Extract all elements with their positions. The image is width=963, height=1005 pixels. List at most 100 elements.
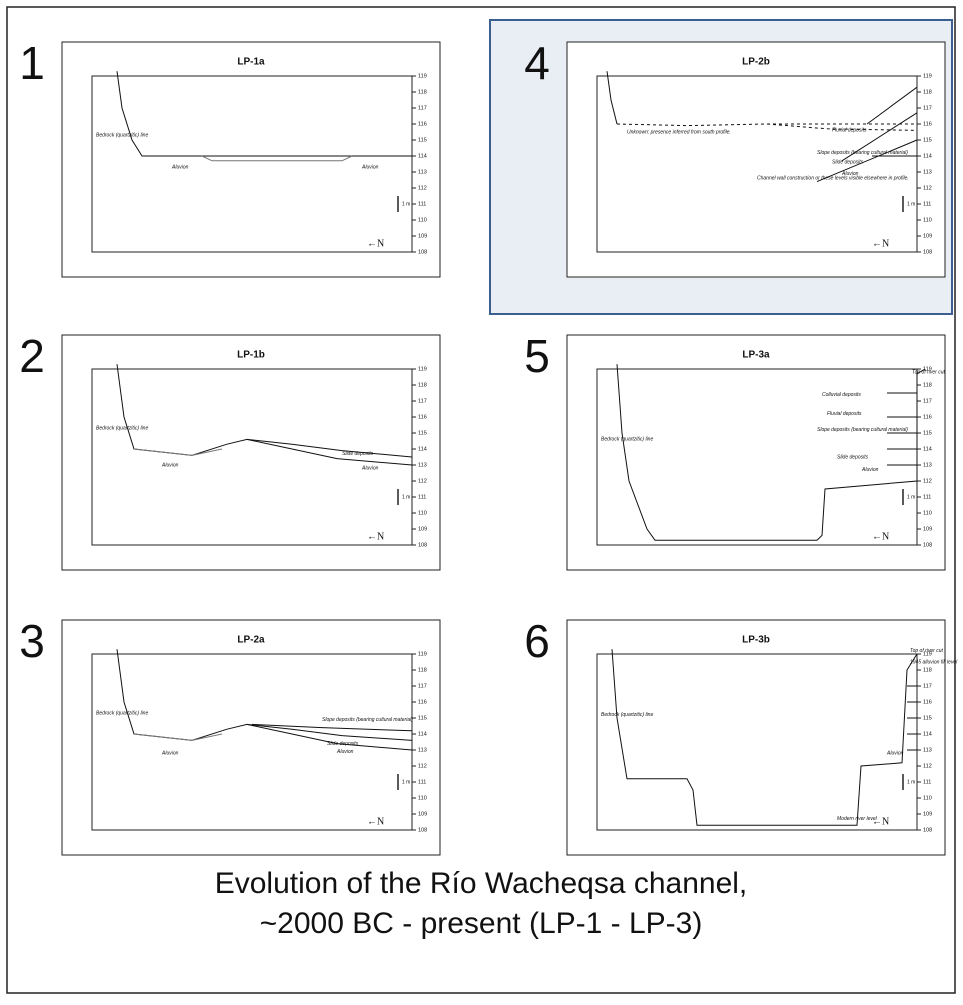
scale-tick-label: 119 <box>418 73 427 79</box>
scale-tick-label: 118 <box>923 382 932 388</box>
panel-number: 5 <box>524 330 550 382</box>
scale-tick-label: 111 <box>418 779 426 785</box>
scale-tick-label: 117 <box>923 105 932 111</box>
annotation: Slide deposits <box>327 741 359 747</box>
annotation: Slope deposits (bearing cultural materia… <box>817 150 908 156</box>
north-arrow: ←N <box>367 816 384 827</box>
scale-tick-label: 111 <box>923 779 931 785</box>
scale-tick-label: 108 <box>923 827 932 833</box>
annotation: Slide deposits <box>342 451 374 457</box>
scale-tick-label: 119 <box>923 73 932 79</box>
annotation: Bedrock (quartzitic) line <box>601 437 653 443</box>
scale-tick-label: 112 <box>418 185 427 191</box>
scale-tick-label: 113 <box>923 169 932 175</box>
scale-tick-label: 108 <box>923 249 932 255</box>
scale-tick-label: 109 <box>923 526 932 532</box>
scale-tick-label: 110 <box>923 510 932 516</box>
panel-title: LP-3b <box>742 635 770 646</box>
scale-tick-label: 113 <box>923 462 932 468</box>
scale-tick-label: 110 <box>418 795 427 801</box>
annotation: Top of river cut <box>910 648 943 654</box>
scale-tick-label: 115 <box>418 137 427 143</box>
scale-tick-label: 115 <box>923 715 932 721</box>
scale-tick-label: 118 <box>418 382 427 388</box>
annotation: Bedrock (quartzitic) line <box>96 133 148 139</box>
annotation: 1945 alluvion fill level <box>910 659 958 665</box>
scale-tick-label: 112 <box>418 478 427 484</box>
scale-tick-label: 115 <box>923 137 932 143</box>
scale-bar-label: 1 m <box>907 779 915 785</box>
north-arrow: ←N <box>872 238 889 249</box>
scale-tick-label: 114 <box>418 446 427 452</box>
scale-tick-label: 117 <box>418 683 427 689</box>
scale-tick-label: 113 <box>418 747 427 753</box>
scale-tick-label: 109 <box>418 526 427 532</box>
north-arrow: ←N <box>367 531 384 542</box>
scale-tick-label: 110 <box>418 510 427 516</box>
scale-tick-label: 117 <box>923 683 932 689</box>
annotation: Fluvial deposits <box>827 411 862 417</box>
scale-tick-label: 108 <box>418 542 427 548</box>
scale-tick-label: 115 <box>418 715 427 721</box>
scale-bar-label: 1 m <box>402 779 410 785</box>
scale-tick-label: 113 <box>418 169 427 175</box>
panel-title: LP-1a <box>237 57 265 68</box>
panel-title: LP-3a <box>742 350 770 361</box>
scale-tick-label: 111 <box>923 494 931 500</box>
north-arrow: ←N <box>367 238 384 249</box>
panel: LP-1a11911811711611511411311211111010910… <box>62 42 440 277</box>
scale-tick-label: 118 <box>923 667 932 673</box>
figure: Evolution of the Río Wacheqsa channel, ~… <box>0 0 963 1000</box>
panel-number: 6 <box>524 615 550 667</box>
scale-tick-label: 116 <box>923 414 932 420</box>
scale-bar-label: 1 m <box>402 494 410 500</box>
caption-line: Evolution of the Río Wacheqsa channel, <box>215 867 748 900</box>
scale-tick-label: 112 <box>418 763 427 769</box>
panel-number: 4 <box>524 37 550 89</box>
annotation: Slide deposits <box>837 454 869 460</box>
scale-tick-label: 110 <box>923 217 932 223</box>
scale-tick-label: 109 <box>923 811 932 817</box>
scale-tick-label: 114 <box>418 153 427 159</box>
scale-tick-label: 119 <box>418 651 427 657</box>
annotation: Slide deposits <box>832 160 864 166</box>
scale-tick-label: 112 <box>923 763 932 769</box>
annotation: Aluvion <box>886 751 904 757</box>
annotation: Colluvial deposits <box>822 392 861 398</box>
annotation: Bedrock (quartzitic) line <box>96 711 148 717</box>
scale-tick-label: 118 <box>923 89 932 95</box>
scale-tick-label: 117 <box>923 398 932 404</box>
scale-tick-label: 114 <box>923 731 932 737</box>
scale-tick-label: 114 <box>923 446 932 452</box>
scale-tick-label: 115 <box>418 430 427 436</box>
annotation: Aluvion <box>861 467 879 473</box>
scale-tick-label: 118 <box>418 89 427 95</box>
scale-bar-label: 1 m <box>402 201 410 207</box>
annotation: Aluvion <box>171 165 189 171</box>
scale-bar-label: 1 m <box>907 201 915 207</box>
scale-tick-label: 116 <box>923 699 932 705</box>
scale-tick-label: 110 <box>418 217 427 223</box>
scale-tick-label: 109 <box>418 811 427 817</box>
annotation: Aluvion <box>161 462 179 468</box>
annotation: Aluvion <box>361 466 379 472</box>
scale-tick-label: 113 <box>418 462 427 468</box>
annotation: Bedrock (quartzitic) line <box>601 712 653 718</box>
annotation: Aluvion <box>361 165 379 171</box>
panel: LP-2a11911811711611511411311211111010910… <box>62 620 440 855</box>
caption-line: ~2000 BC - present (LP-1 - LP-3) <box>260 907 703 940</box>
scale-tick-label: 108 <box>923 542 932 548</box>
annotation: Modern river level <box>837 816 878 822</box>
scale-tick-label: 111 <box>418 201 426 207</box>
scale-tick-label: 114 <box>923 153 932 159</box>
scale-tick-label: 111 <box>418 494 426 500</box>
scale-tick-label: 115 <box>923 430 932 436</box>
annotation: Bedrock (quartzitic) line <box>96 426 148 432</box>
panel-number: 1 <box>19 37 45 89</box>
scale-tick-label: 113 <box>923 747 932 753</box>
annotation: Slope deposits (bearing cultural materia… <box>322 717 413 723</box>
scale-tick-label: 108 <box>418 827 427 833</box>
scale-tick-label: 116 <box>418 121 427 127</box>
scale-tick-label: 109 <box>923 233 932 239</box>
panel-number: 2 <box>19 330 45 382</box>
